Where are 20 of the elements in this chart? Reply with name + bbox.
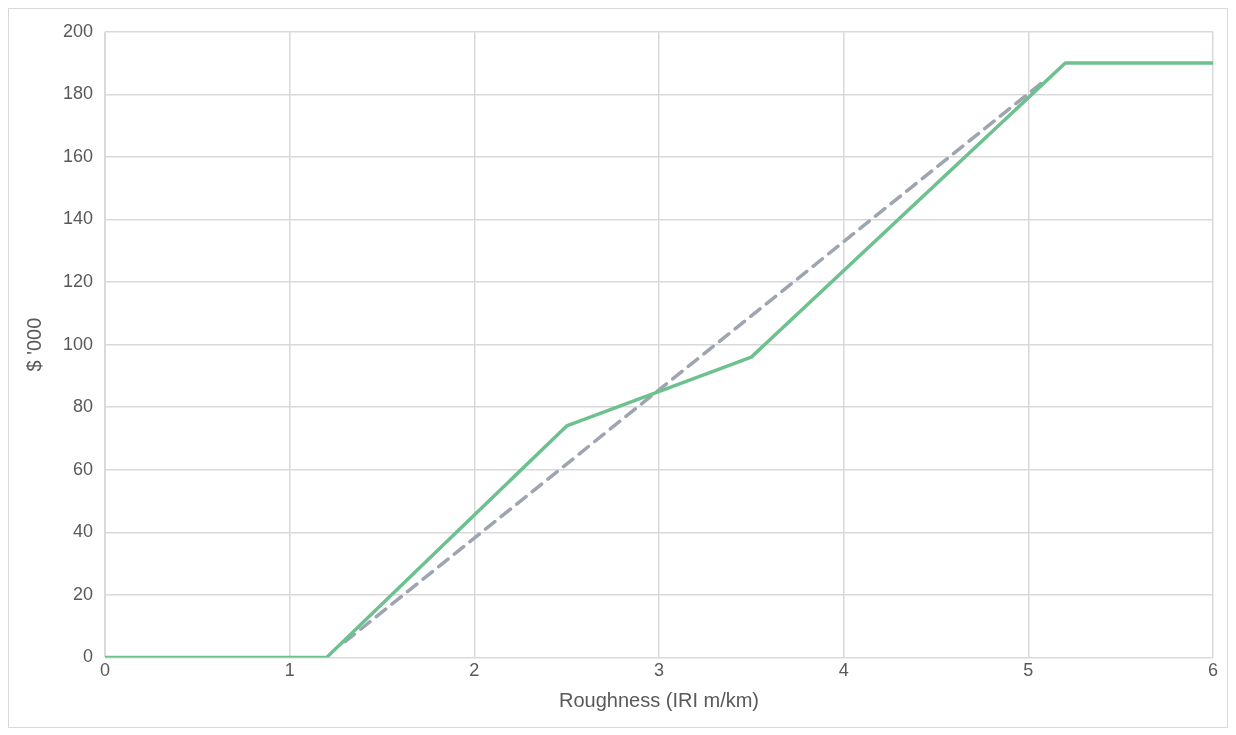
y-axis-title: $ '000: [22, 317, 45, 372]
x-tick-label: 1: [284, 660, 295, 681]
x-tick-label: 5: [1023, 660, 1034, 681]
y-tick-label: 20: [73, 583, 94, 604]
y-tick-label: 0: [83, 646, 94, 667]
y-tick-label: 200: [62, 20, 94, 41]
y-tick-label: 120: [62, 271, 94, 292]
y-tick-label: 180: [62, 83, 94, 104]
x-tick-label: 6: [1207, 660, 1219, 681]
y-tick-label: 140: [62, 208, 94, 229]
x-axis-title: Roughness (IRI m/km): [558, 688, 760, 711]
x-tick-label: 0: [100, 660, 111, 681]
y-tick-label: 100: [62, 333, 94, 354]
x-tick-label: 2: [469, 660, 480, 681]
x-tick-label: 4: [838, 660, 849, 681]
x-tick-label: 3: [654, 660, 665, 681]
y-tick-label: 40: [73, 521, 94, 542]
y-tick-label: 60: [73, 458, 94, 479]
y-tick-label: 160: [62, 145, 94, 166]
y-tick-label: 80: [73, 396, 94, 417]
